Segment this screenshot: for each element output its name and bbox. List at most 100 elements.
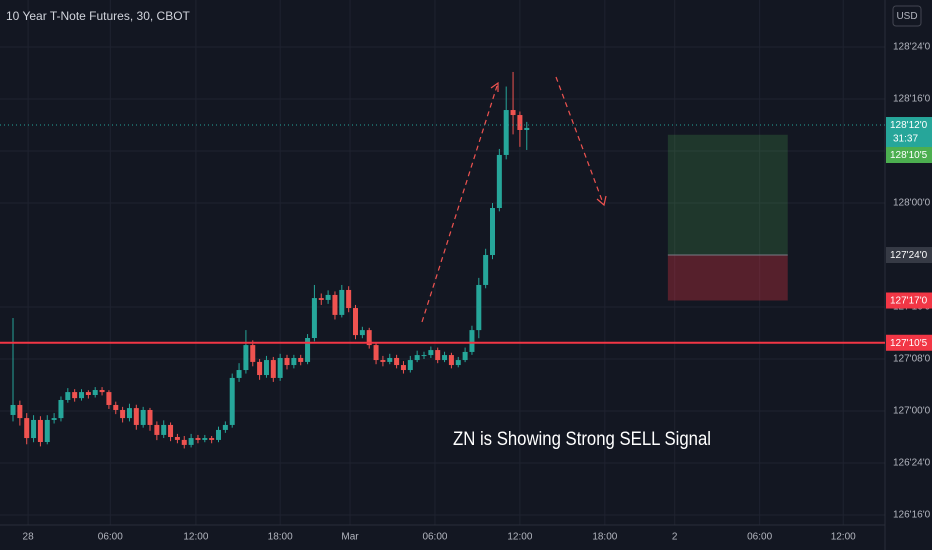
arrow-head (490, 81, 499, 92)
down-arrow (555, 76, 604, 204)
candle-body (147, 409, 153, 425)
candle-body (298, 357, 304, 362)
candle-body (216, 429, 222, 440)
candle-body (332, 294, 338, 315)
candle-body (442, 355, 448, 361)
position-tool (667, 134, 788, 301)
x-tick-label: 06:00 (422, 532, 447, 543)
candle-body (79, 392, 85, 399)
candle-body (222, 424, 228, 430)
candle-body (140, 409, 146, 425)
candle-body (120, 409, 126, 419)
candle-body (455, 360, 461, 366)
candle-body (133, 408, 139, 425)
candle-body (243, 345, 249, 371)
candle-body (373, 345, 379, 361)
candle-body (524, 127, 530, 131)
candle-body (126, 408, 132, 419)
candle-body (17, 404, 23, 419)
y-tick-label: 127'00'0 (893, 406, 931, 417)
candle-body (174, 437, 180, 440)
candle-body (99, 390, 105, 393)
candle-body (92, 390, 98, 395)
candle-body (318, 298, 324, 300)
candle-body (257, 361, 263, 376)
last-price-box (886, 117, 932, 148)
candle-body (462, 351, 468, 361)
arrow-head (596, 195, 607, 207)
candle-body (277, 357, 283, 378)
candle-body (72, 392, 78, 399)
level-label-box (886, 334, 932, 351)
candle-body (414, 355, 420, 361)
candle-body (188, 438, 194, 445)
y-tick-label: 128'16'0 (893, 94, 931, 105)
entry-label: 127'24'0 (890, 250, 928, 261)
candle-body (161, 424, 167, 435)
candle-body (154, 424, 160, 435)
arrows (421, 76, 607, 323)
entry-label-box (886, 247, 932, 264)
currency-box[interactable] (892, 5, 922, 27)
candle-body (291, 357, 297, 366)
candle-body (113, 404, 119, 410)
x-tick-label: 18:00 (592, 532, 617, 543)
candle-body (421, 355, 427, 357)
x-tick-label: 12:00 (507, 532, 532, 543)
countdown: 31:37 (893, 134, 918, 145)
x-tick-label: 06:00 (98, 532, 123, 543)
last-price-label: 128'12'0 (890, 120, 928, 131)
x-tick-label: Mar (341, 532, 359, 543)
candle-body (448, 355, 454, 366)
candle-body (503, 110, 509, 155)
candle-body (209, 438, 215, 440)
x-tick-label: 18:00 (268, 532, 293, 543)
candle-body (202, 438, 208, 440)
target-label: 128'10'5 (890, 150, 928, 161)
x-tick-label: 28 (23, 532, 35, 543)
candle-body (263, 360, 269, 376)
candle-body (394, 357, 400, 366)
profit-zone (667, 134, 788, 256)
candle-body (407, 360, 413, 371)
candle-body (346, 289, 352, 309)
candle-body (490, 208, 496, 256)
candle-body (483, 255, 489, 285)
candle-body (325, 294, 331, 300)
candle-body (311, 298, 317, 339)
x-tick-label: 2 (672, 532, 678, 543)
candle-body (229, 377, 235, 425)
candle-body (37, 419, 43, 443)
candle-body (181, 439, 187, 445)
chart-title: 10 Year T-Note Futures, 30, CBOT (6, 9, 191, 23)
candle-body (305, 338, 311, 362)
candle-body (250, 345, 256, 362)
x-tick-label: 12:00 (183, 532, 208, 543)
currency[interactable]: USD (896, 11, 917, 22)
candle-body (400, 365, 406, 371)
stop-label: 127'17'0 (890, 296, 928, 307)
candle-body (58, 399, 64, 419)
candle-body (10, 404, 16, 415)
candle-body (31, 419, 37, 439)
candle-body (85, 392, 91, 395)
y-tick-label: 127'08'0 (893, 354, 931, 365)
level-label: 127'10'5 (890, 338, 928, 349)
y-tick-label: 126'16'0 (893, 510, 931, 521)
candle-body (428, 350, 434, 356)
candle-body (65, 392, 71, 400)
target-label-box (886, 147, 932, 164)
candle-body (476, 284, 482, 331)
y-tick-label: 128'00'0 (893, 198, 931, 209)
stop-label-box (886, 292, 932, 309)
candle-body (51, 418, 57, 420)
candles (10, 71, 530, 449)
candle-body (44, 419, 50, 443)
candle-body (339, 289, 345, 315)
candle-body (353, 308, 359, 336)
x-tick-label: 12:00 (831, 532, 856, 543)
candle-body (380, 360, 386, 362)
